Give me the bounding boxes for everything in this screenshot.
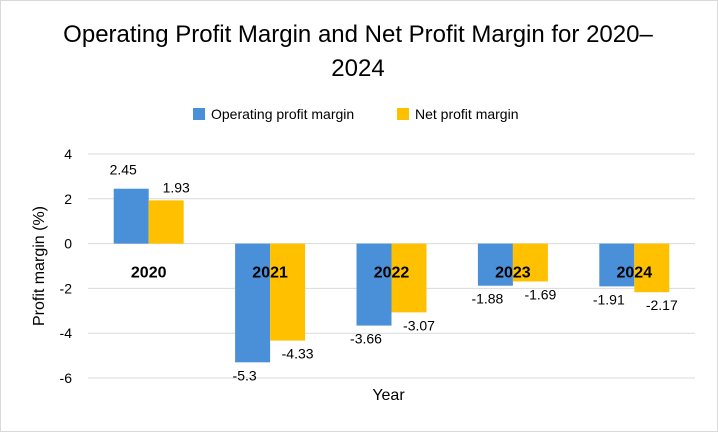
bar-operating-2022 xyxy=(356,243,392,326)
bar-net-2022 xyxy=(391,243,427,313)
data-label-net-2024: -2.17 xyxy=(646,297,678,313)
y-axis-title: Profit margin (%) xyxy=(31,206,48,326)
x-tick-label-2022: 2022 xyxy=(374,265,410,282)
bar-operating-2021 xyxy=(235,243,271,363)
data-label-operating-2021: -5.3 xyxy=(233,367,257,383)
legend-item-net: Net profit margin xyxy=(397,104,518,124)
data-label-operating-2024: -1.91 xyxy=(593,291,625,307)
bar-net-2024 xyxy=(634,243,670,293)
bar-operating-2024 xyxy=(599,243,635,287)
y-tick-label--2: -2 xyxy=(60,280,73,296)
y-tick-label-0: 0 xyxy=(64,236,72,252)
bar-operating-2020 xyxy=(113,188,149,244)
bar-net-2023 xyxy=(512,243,548,282)
y-tick-label--4: -4 xyxy=(60,325,73,341)
x-tick-label-2020: 2020 xyxy=(131,265,167,282)
legend-item-operating: Operating profit margin xyxy=(193,104,354,124)
data-label-net-2022: -3.07 xyxy=(403,317,435,333)
legend: Operating profit margin Net profit margi… xyxy=(0,104,718,124)
data-label-operating-2020: 2.45 xyxy=(110,162,137,178)
bar-net-2021 xyxy=(270,243,306,341)
x-tick-label-2021: 2021 xyxy=(252,265,288,282)
legend-swatch-operating xyxy=(193,108,205,120)
data-label-net-2021: -4.33 xyxy=(282,346,314,362)
x-axis-title: Year xyxy=(372,387,405,404)
y-tick-label--6: -6 xyxy=(60,370,73,386)
legend-label-operating: Operating profit margin xyxy=(211,106,355,122)
bar-operating-2023 xyxy=(477,243,513,286)
data-label-net-2020: 1.93 xyxy=(163,179,190,195)
x-tick-label-2024: 2024 xyxy=(617,265,653,282)
chart-title: Operating Profit Margin and Net Profit M… xyxy=(63,21,653,82)
y-tick-label-2: 2 xyxy=(64,191,72,207)
data-label-operating-2022: -3.66 xyxy=(350,331,382,347)
x-tick-label-2023: 2023 xyxy=(495,265,531,282)
data-label-operating-2023: -1.88 xyxy=(471,291,503,307)
legend-swatch-net xyxy=(397,108,409,120)
legend-label-net: Net profit margin xyxy=(415,106,519,122)
bar-net-2020 xyxy=(148,200,184,244)
y-tick-label-4: 4 xyxy=(64,146,72,162)
data-label-net-2023: -1.69 xyxy=(524,286,556,302)
